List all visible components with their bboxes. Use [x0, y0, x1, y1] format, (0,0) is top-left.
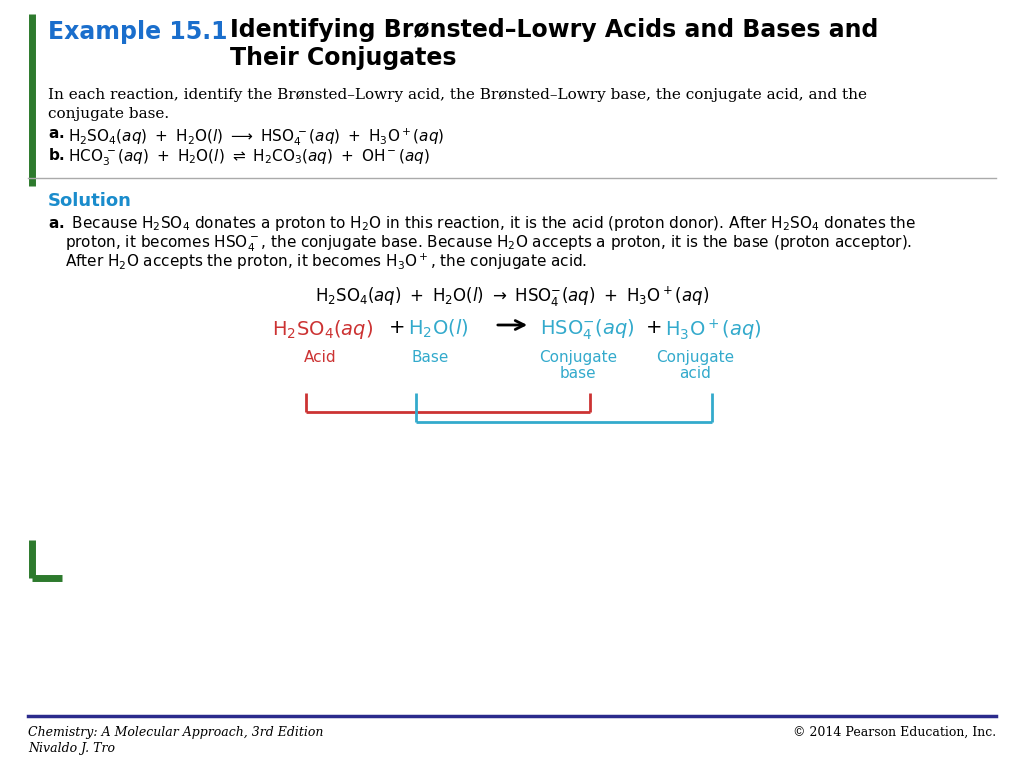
- Text: Acid: Acid: [304, 350, 336, 365]
- Text: $\mathbf{a.}$: $\mathbf{a.}$: [48, 126, 65, 141]
- Text: Nivaldo J. Tro: Nivaldo J. Tro: [28, 742, 115, 755]
- Text: $\mathrm{H_3O^+}(\mathit{aq})$: $\mathrm{H_3O^+}(\mathit{aq})$: [665, 318, 762, 343]
- Text: Conjugate: Conjugate: [656, 350, 734, 365]
- Text: $\mathrm{HSO_4^{-}}(\mathit{aq})$: $\mathrm{HSO_4^{-}}(\mathit{aq})$: [540, 318, 635, 343]
- Text: Conjugate: Conjugate: [539, 350, 617, 365]
- Text: $\mathbf{a.}$ Because $\mathrm{H_2SO_4}$ donates a proton to $\mathrm{H_2O}$ in : $\mathbf{a.}$ Because $\mathrm{H_2SO_4}$…: [48, 214, 916, 233]
- Text: $\mathrm{H_2O}(\mathit{l})$: $\mathrm{H_2O}(\mathit{l})$: [408, 318, 468, 340]
- Text: Their Conjugates: Their Conjugates: [230, 46, 457, 70]
- Text: Example 15.1: Example 15.1: [48, 20, 227, 44]
- Text: $+$: $+$: [388, 318, 404, 337]
- Text: $+$: $+$: [645, 318, 662, 337]
- Text: conjugate base.: conjugate base.: [48, 107, 169, 121]
- Text: acid: acid: [679, 366, 711, 381]
- Text: $\mathrm{H_2SO_4}(\mathit{aq})\ +\ \mathrm{H_2O}(\mathit{l})\ \rightarrow\ \math: $\mathrm{H_2SO_4}(\mathit{aq})\ +\ \math…: [315, 285, 709, 310]
- Text: $\mathbf{b.}$: $\mathbf{b.}$: [48, 147, 66, 163]
- Text: $\mathrm{HCO_3^{\,-}}(\mathit{aq})\ +\ \mathrm{H_2O}(\mathit{l})\ \rightleftharp: $\mathrm{HCO_3^{\,-}}(\mathit{aq})\ +\ \…: [68, 147, 430, 167]
- Text: In each reaction, identify the Brønsted–Lowry acid, the Brønsted–Lowry base, the: In each reaction, identify the Brønsted–…: [48, 88, 867, 102]
- Text: Identifying Brønsted–Lowry Acids and Bases and: Identifying Brønsted–Lowry Acids and Bas…: [230, 18, 879, 42]
- Text: base: base: [560, 366, 596, 381]
- Text: $\mathrm{H_2SO_4}(\mathit{aq})\ +\ \mathrm{H_2O}(\mathit{l})\ \longrightarrow\ \: $\mathrm{H_2SO_4}(\mathit{aq})\ +\ \math…: [68, 126, 444, 147]
- Text: $\mathrm{H_2SO_4}(\mathit{aq})$: $\mathrm{H_2SO_4}(\mathit{aq})$: [272, 318, 373, 341]
- Text: After $\mathrm{H_2O}$ accepts the proton, it becomes $\mathrm{H_3O^+}$, the conj: After $\mathrm{H_2O}$ accepts the proton…: [65, 252, 587, 273]
- Text: Chemistry: A Molecular Approach, 3rd Edition: Chemistry: A Molecular Approach, 3rd Edi…: [28, 726, 324, 739]
- Text: proton, it becomes $\mathrm{HSO_4^-}$, the conjugate base. Because $\mathrm{H_2O: proton, it becomes $\mathrm{HSO_4^-}$, t…: [65, 233, 912, 253]
- Text: © 2014 Pearson Education, Inc.: © 2014 Pearson Education, Inc.: [793, 726, 996, 739]
- Text: Base: Base: [412, 350, 449, 365]
- Text: Solution: Solution: [48, 192, 132, 210]
